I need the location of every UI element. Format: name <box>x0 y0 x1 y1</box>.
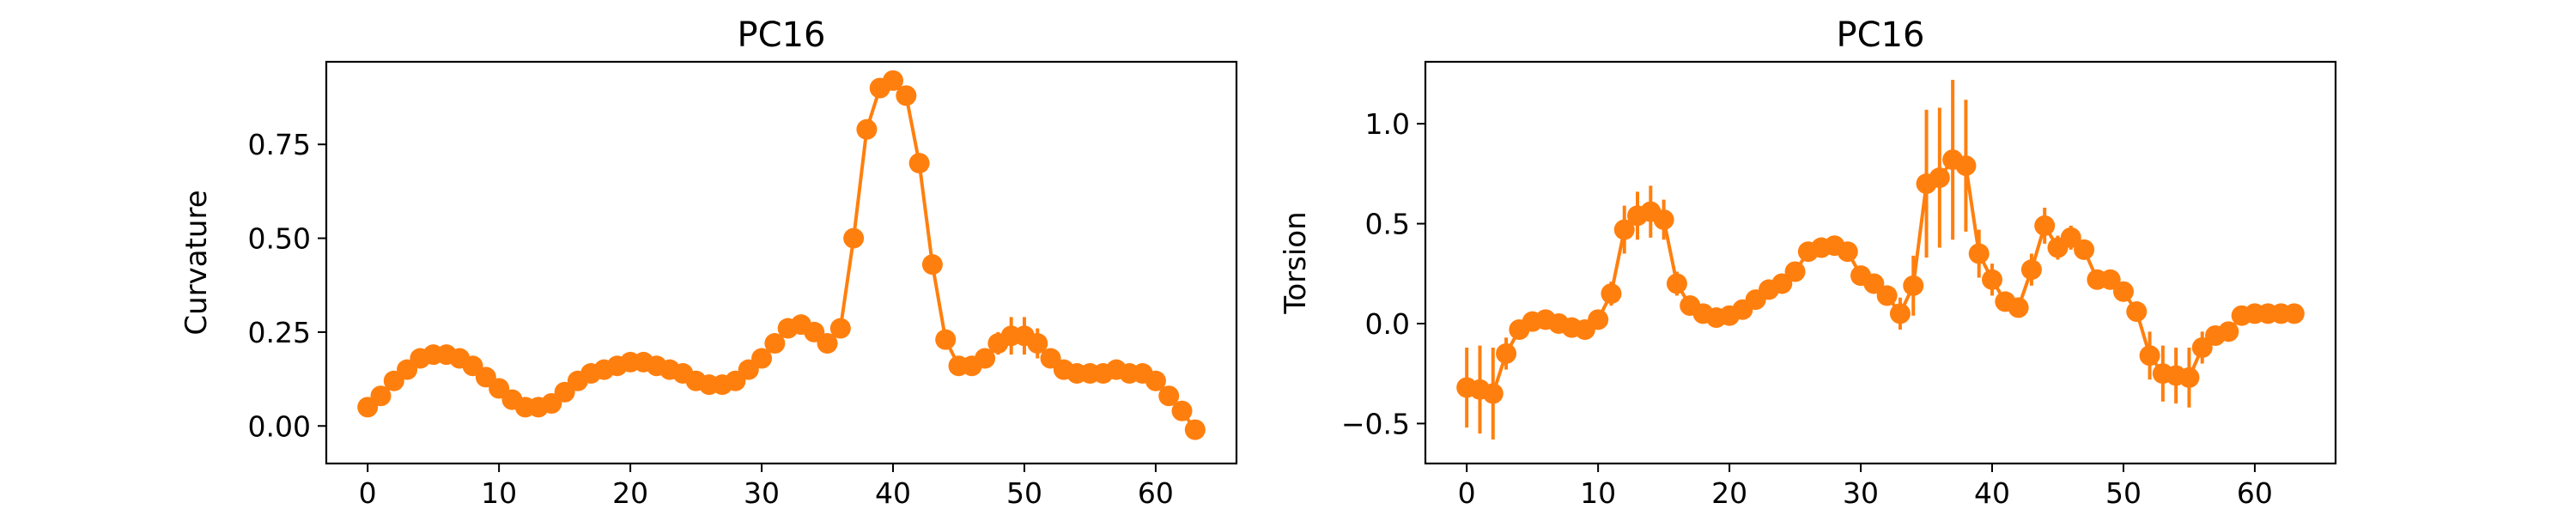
torsion-title: PC16 <box>1837 15 1925 55</box>
torsion-panel: PC16 Torsion 0 10 20 30 40 50 60 −0.5 0.0 0.5 1.0 <box>1279 15 2337 510</box>
curvature-x-tick-label: 40 <box>875 476 911 510</box>
torsion-data-point <box>1613 219 1635 240</box>
curvature-data-point <box>1145 370 1166 391</box>
curvature-data-point <box>1158 385 1180 407</box>
torsion-data-point <box>1588 309 1609 330</box>
curvature-data-point <box>1171 400 1193 421</box>
torsion-data-point <box>1903 275 1924 296</box>
curvature-data-point <box>975 348 996 369</box>
torsion-data-point <box>1784 261 1806 282</box>
torsion-data-point <box>1982 269 2003 290</box>
curvature-data-point <box>908 153 930 174</box>
torsion-x-tick-label: 10 <box>1580 476 1616 510</box>
torsion-data-point <box>2112 281 2134 302</box>
torsion-plot-frame <box>1424 60 2337 465</box>
torsion-data-point <box>1653 209 1674 230</box>
torsion-data-point <box>2178 367 2200 388</box>
torsion-data-point <box>2126 301 2148 323</box>
curvature-data-point <box>843 227 865 249</box>
curvature-data-point <box>856 118 878 140</box>
curvature-markers <box>357 70 1206 440</box>
torsion-data-point <box>2008 297 2029 318</box>
curvature-y-tick-label: 0.75 <box>248 128 311 161</box>
curvature-data-point <box>817 333 838 354</box>
curvature-title: PC16 <box>738 15 826 55</box>
curvature-x-tick-label: 30 <box>744 476 780 510</box>
torsion-y-axis-label: Torsion <box>1279 211 1313 314</box>
torsion-x-tick-label: 20 <box>1711 476 1747 510</box>
torsion-data-point <box>1482 383 1504 404</box>
curvature-x-tick-label: 60 <box>1138 476 1174 510</box>
curvature-data-point <box>1027 333 1048 354</box>
torsion-data-point <box>2074 239 2095 260</box>
curvature-plot-frame <box>325 60 1238 465</box>
curvature-x-tick-label: 0 <box>359 476 377 510</box>
torsion-data-point <box>2191 336 2213 358</box>
torsion-data-point <box>1929 167 1950 189</box>
torsion-x-tick-label: 30 <box>1843 476 1879 510</box>
torsion-data-point <box>2020 259 2042 281</box>
curvature-data-point <box>935 329 957 350</box>
torsion-data-point <box>1968 243 1990 264</box>
curvature-data-point <box>751 348 773 369</box>
curvature-data-point <box>896 85 917 106</box>
torsion-data-point <box>1837 241 1858 263</box>
curvature-data-point <box>764 333 786 354</box>
curvature-y-tick-label: 0.25 <box>248 316 311 349</box>
torsion-data-point <box>2139 345 2160 367</box>
torsion-y-tick-label: 0.5 <box>1365 208 1410 241</box>
torsion-x-tick-label: 50 <box>2105 476 2142 510</box>
curvature-y-axis-label: Curvature <box>179 190 214 335</box>
torsion-data-point <box>1601 283 1622 305</box>
torsion-data-point <box>1496 342 1517 364</box>
curvature-data-point <box>921 254 943 276</box>
torsion-data-point <box>1889 303 1911 324</box>
curvature-data-point <box>883 70 904 91</box>
torsion-x-tick-label: 0 <box>1458 476 1476 510</box>
torsion-data-point <box>2034 215 2056 236</box>
torsion-data-point <box>2099 269 2121 290</box>
torsion-y-tick-label: −0.5 <box>1341 407 1410 440</box>
curvature-x-tick-label: 10 <box>481 476 517 510</box>
torsion-data-point <box>1771 273 1793 294</box>
curvature-axis-ticks: 0 10 20 30 40 50 60 0.00 0.25 0.50 0.75 <box>248 128 1174 510</box>
torsion-data-point <box>1876 285 1898 306</box>
torsion-data-point <box>2060 227 2081 248</box>
curvature-data-point <box>370 385 392 407</box>
torsion-data-point <box>1666 273 1687 294</box>
torsion-markers <box>1456 149 2305 404</box>
curvature-y-tick-label: 0.50 <box>248 222 311 256</box>
curvature-y-tick-label: 0.00 <box>248 409 311 443</box>
curvature-x-tick-label: 50 <box>1006 476 1042 510</box>
curvature-data-point <box>1184 419 1206 440</box>
curvature-panel: PC16 Curvature 0 10 20 30 40 50 60 0.00 0.25 0.50… <box>179 15 1238 510</box>
torsion-data-point <box>1955 155 1977 177</box>
torsion-y-tick-label: 0.0 <box>1365 307 1410 341</box>
torsion-data-point <box>2218 321 2239 342</box>
torsion-x-tick-label: 60 <box>2237 476 2273 510</box>
curvature-x-tick-label: 20 <box>612 476 648 510</box>
torsion-data-point <box>2283 303 2305 324</box>
torsion-y-tick-label: 1.0 <box>1365 107 1410 141</box>
curvature-data-point <box>829 318 851 339</box>
torsion-axis-ticks: 0 10 20 30 40 50 60 −0.5 0.0 0.5 1.0 <box>1341 107 2273 510</box>
torsion-data-point <box>1863 273 1885 294</box>
torsion-x-tick-label: 40 <box>1974 476 2010 510</box>
